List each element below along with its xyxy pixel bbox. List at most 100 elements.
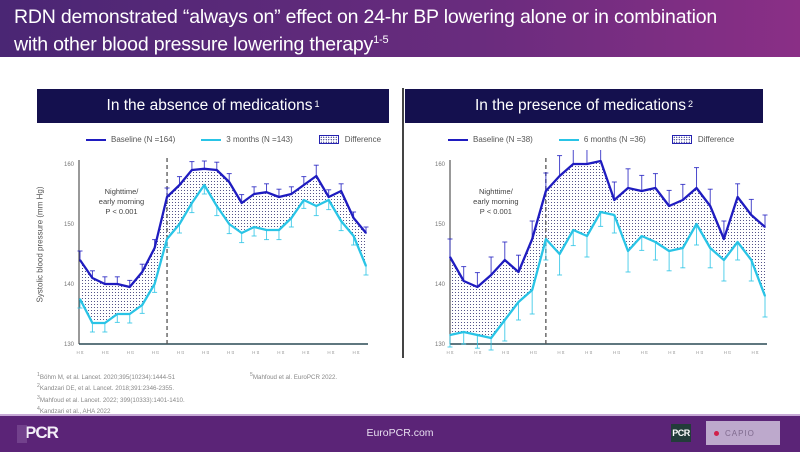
followup-point (191, 202, 193, 204)
baseline-point (558, 175, 561, 177)
reference-sup: 1 (37, 372, 40, 378)
chart-absence-of-medications: 130 140 150 160 H tt H tt H tt H tt H tt H tt H tt… (64, 158, 369, 355)
x-tick-label: H tt (502, 350, 510, 355)
baseline-point (79, 259, 81, 261)
reference-text: Böhm M, et al. Lancet. 2020;395(10234):1… (39, 374, 176, 382)
baseline-point (545, 190, 547, 192)
panel-title-text: In the presence of medications (474, 97, 687, 114)
legend-label: Difference (697, 135, 735, 144)
baseline-point (490, 274, 492, 276)
nighttime-annotation: Nighttime/ (479, 187, 514, 196)
reference-item: 5Mahfoud et al. EuroPCR 2022. (250, 371, 337, 382)
baseline-point (627, 187, 629, 189)
logo-text: PCR (25, 423, 59, 442)
baseline-point (750, 214, 753, 216)
slide-footer: PCR EuroPCR.com PCR CAPIO (0, 414, 800, 452)
y-tick-label: 150 (435, 222, 446, 228)
followup-point (327, 199, 330, 201)
followup-point (278, 229, 280, 231)
baseline-point (365, 232, 367, 234)
baseline-point (517, 271, 520, 273)
baseline-point (668, 205, 670, 207)
x-tick-label: H tt (277, 350, 285, 355)
baseline-point (278, 196, 280, 198)
baseline-point (695, 187, 698, 189)
baseline-line (449, 159, 766, 289)
x-tick-label: H tt (227, 350, 235, 355)
followup-point (290, 217, 293, 219)
legend-label: Baseline (N =164) (111, 135, 176, 144)
followup-point (613, 214, 616, 216)
followup-point (228, 223, 230, 225)
x-tick-label: H tt (474, 350, 482, 355)
legend-swatch-difference (318, 135, 339, 144)
chart-presence-of-medications: 130 140 150 160 H tt H tt H tt H tt H tt H tt H tt… (435, 150, 768, 355)
x-tick-label: H tt (76, 350, 84, 355)
followup-point (586, 235, 588, 237)
baseline-point (153, 247, 156, 249)
followup-point (682, 247, 684, 249)
x-tick-label: H tt (641, 350, 649, 355)
nighttime-annotation: Nighttime/ (105, 187, 140, 196)
panel-title-text: In the absence of medications (106, 97, 313, 114)
partner-logo: CAPIO (706, 421, 780, 445)
followup-point (558, 253, 561, 255)
baseline-point (191, 169, 193, 171)
europcr-logo[interactable]: PCR (17, 423, 59, 443)
baseline-point (504, 259, 506, 261)
reference-item: 4Kandzari et al., AHA 2022 (37, 405, 185, 416)
reference-sup: 2 (37, 383, 40, 390)
followup-point (449, 334, 451, 336)
followup-point (153, 283, 156, 285)
followup-point (79, 298, 81, 300)
reference-sup: 3 (37, 394, 40, 401)
followup-point (599, 211, 602, 213)
baseline-point (449, 256, 451, 258)
y-tick-label: 160 (435, 162, 446, 168)
followup-point (695, 223, 698, 225)
legend-item-difference: Difference (671, 135, 735, 144)
x-tick-label: H tt (668, 350, 676, 355)
baseline-point (253, 193, 255, 195)
followup-point (365, 265, 367, 267)
reference-item: 2Kandzari DE, et al. Lancet. 2018;391:23… (37, 382, 185, 393)
followup-point (352, 235, 355, 237)
footer-site-link[interactable]: EuroPCR.com (366, 427, 434, 439)
followup-line (449, 210, 767, 340)
slide-title: RDN demonstrated “always on” effect on 2… (14, 6, 794, 57)
x-tick-label: H tt (724, 350, 732, 355)
baseline-point (462, 280, 465, 282)
baseline-point (216, 169, 218, 171)
nighttime-annotation: early morning (99, 197, 144, 206)
baseline-point (166, 196, 168, 198)
pcr-small-logo: PCR (671, 424, 691, 442)
x-tick-label: H tt (557, 350, 565, 355)
baseline-point (265, 191, 268, 193)
reference-text: Mahfoud et al. Lancet. 2022; 399(10333):… (39, 396, 185, 404)
x-tick-label: H tt (352, 350, 360, 355)
nighttime-annotation: P < 0.001 (105, 207, 137, 216)
x-tick-label: H tt (152, 350, 160, 355)
x-tick-label: H tt (127, 350, 135, 355)
panel-title-sup: 2 (688, 99, 694, 109)
baseline-point (640, 190, 643, 192)
legend-item-baseline: Baseline (N =38) (448, 135, 533, 144)
legend-label: Difference (344, 135, 382, 144)
baseline-point (764, 226, 766, 228)
baseline-point (141, 271, 143, 273)
legend-swatch-difference (671, 135, 692, 144)
baseline-point (340, 190, 342, 192)
partner-logo-dot (714, 430, 719, 436)
nighttime-annotation: P < 0.001 (480, 207, 512, 216)
followup-point (240, 232, 243, 234)
baseline-point (586, 163, 588, 165)
x-tick-label: H tt (252, 350, 260, 355)
legend-item-followup: 3 months (N =143) (201, 135, 293, 144)
followup-point (545, 238, 547, 240)
followup-point (764, 295, 766, 297)
slide-header: RDN demonstrated “always on” effect on 2… (0, 0, 800, 57)
references-col1: 1Böhm M, et al. Lancet. 2020;395(10234):… (37, 371, 185, 416)
followup-point (128, 313, 131, 315)
baseline-point (682, 199, 684, 201)
panel-title-presence: In the presence of medications 2 (405, 89, 763, 123)
